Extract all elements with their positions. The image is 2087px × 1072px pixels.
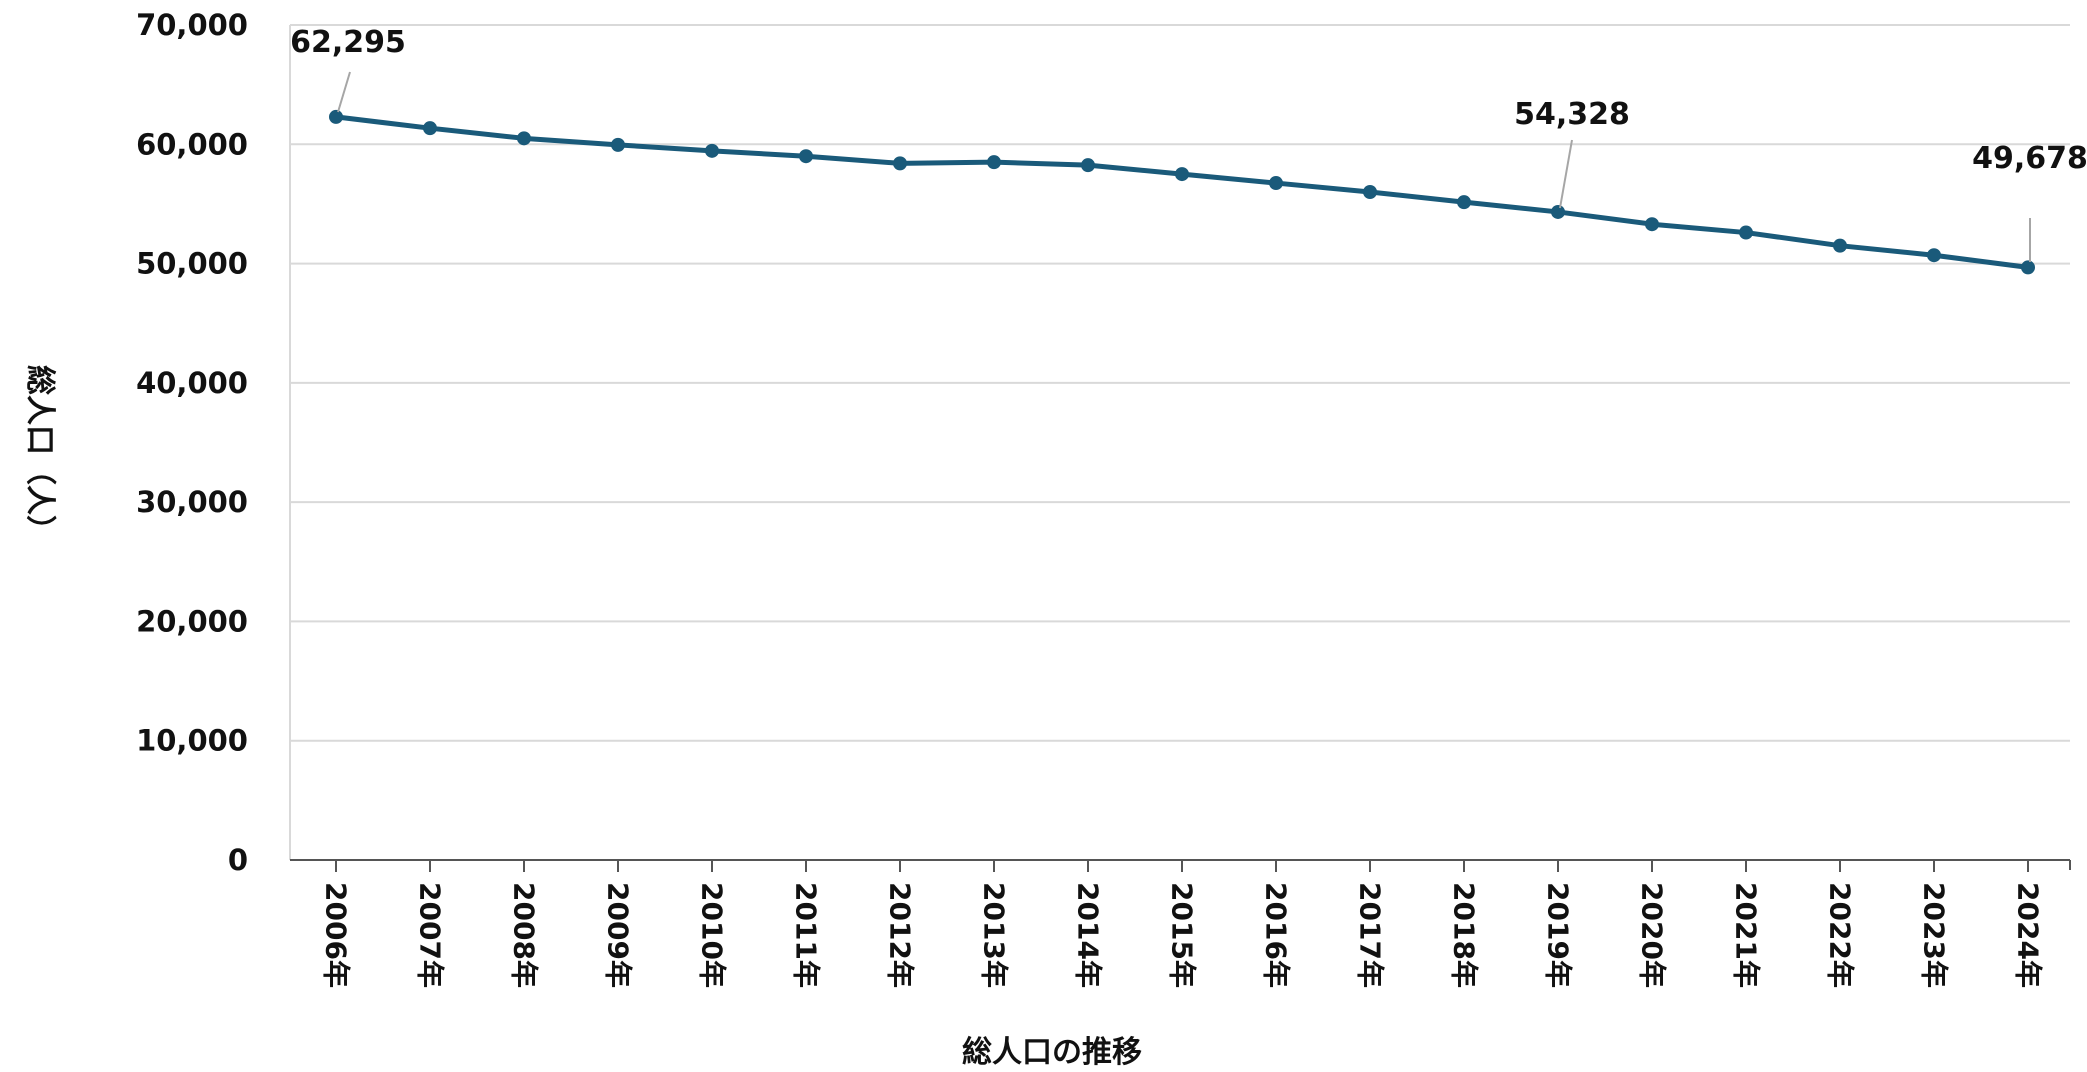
data-point <box>1645 217 1659 232</box>
y-tick-label: 30,000 <box>136 485 248 519</box>
y-tick-label: 0 <box>228 843 248 877</box>
x-tick-label: 2016年 <box>1260 882 1293 988</box>
data-point <box>1457 195 1471 210</box>
x-tick-label: 2024年 <box>2012 882 2045 988</box>
x-tick-label: 2018年 <box>1448 882 1481 988</box>
y-tick-label: 20,000 <box>136 604 248 638</box>
y-axis-title: 総人口（人） <box>22 365 57 545</box>
series-line <box>335 114 2029 270</box>
y-axis: 0 10,000 20,000 30,000 40,000 50,000 60,000 70,… <box>136 8 248 877</box>
x-tick-label: 2014年 <box>1072 882 1105 988</box>
x-axis-title: 総人口の推移 <box>962 1035 1142 1070</box>
data-point <box>893 156 907 171</box>
data-point <box>1927 248 1941 263</box>
y-tick-label: 50,000 <box>136 247 248 281</box>
x-tick-label: 2011年 <box>790 882 823 988</box>
data-point <box>799 149 813 164</box>
data-label-layer: 62,295 54,328 49,678 <box>290 25 2087 262</box>
y-tick-label: 70,000 <box>136 8 248 42</box>
x-tick-label: 2017年 <box>1354 882 1387 988</box>
data-point <box>329 109 343 124</box>
y-tick-label: 10,000 <box>136 724 248 758</box>
data-label-leader <box>1559 139 1573 209</box>
x-tick-label: 2023年 <box>1918 882 1951 988</box>
data-point <box>1081 158 1095 173</box>
x-tick-label: 2021年 <box>1730 882 1763 988</box>
data-point <box>705 143 719 158</box>
series-layer <box>329 109 2035 275</box>
x-tick-label: 2022年 <box>1824 882 1857 988</box>
data-point <box>1739 225 1753 240</box>
data-label: 62,295 <box>290 25 406 60</box>
x-tick-label: 2010年 <box>696 882 729 988</box>
x-tick-label: 2006年 <box>320 882 353 988</box>
x-axis: 2006年 2007年 2008年 2009年 2010年 2011年 2012年 2013年… <box>290 859 2071 988</box>
x-tick-label: 2012年 <box>884 882 917 988</box>
data-point <box>423 121 437 136</box>
data-label: 54,328 <box>1514 97 1630 132</box>
data-point <box>1175 167 1189 182</box>
data-label-leader <box>337 71 351 113</box>
data-label: 49,678 <box>1972 141 2087 176</box>
y-tick-label: 40,000 <box>136 366 248 400</box>
x-tick-label: 2020年 <box>1636 882 1669 988</box>
data-point <box>517 131 531 146</box>
data-point <box>1269 176 1283 191</box>
data-point <box>1833 238 1847 253</box>
x-tick-label: 2019年 <box>1542 882 1575 988</box>
data-point <box>2021 260 2035 275</box>
data-point <box>1551 204 1565 219</box>
x-tick-label: 2008年 <box>508 882 541 988</box>
data-point <box>611 137 625 152</box>
grid-layer <box>289 24 2070 860</box>
x-tick-label: 2009年 <box>602 882 635 988</box>
y-tick-label: 60,000 <box>136 127 248 161</box>
x-tick-label: 2013年 <box>978 882 1011 988</box>
x-tick-label: 2007年 <box>414 882 447 988</box>
x-tick-label: 2015年 <box>1166 882 1199 988</box>
data-point <box>1363 185 1377 199</box>
data-point <box>987 155 1001 170</box>
